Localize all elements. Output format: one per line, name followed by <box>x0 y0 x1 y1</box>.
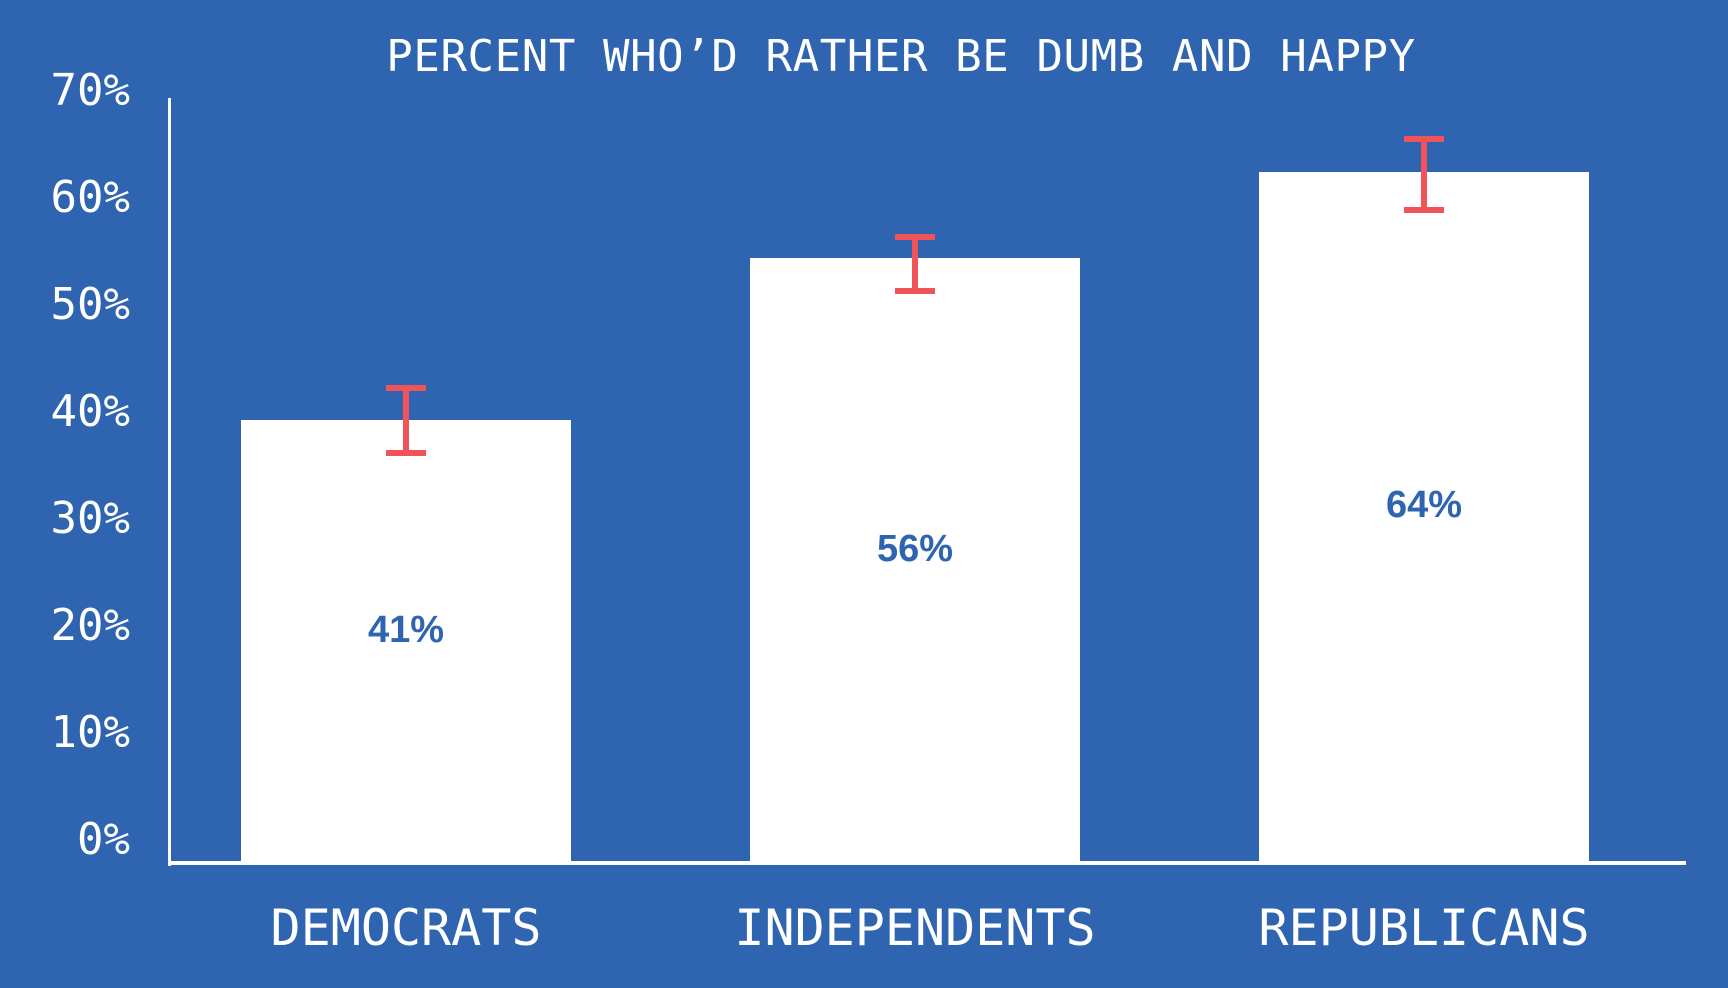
y-axis-line <box>168 98 171 866</box>
x-axis-line <box>168 861 1686 865</box>
y-tick-label: 40% <box>50 386 130 437</box>
error-bar <box>1421 139 1427 210</box>
x-category-label: DEMOCRATS <box>270 899 542 957</box>
y-tick-label: 70% <box>50 65 130 116</box>
x-category-label: REPUBLICANS <box>1258 899 1590 957</box>
error-bar-top-cap <box>895 233 935 240</box>
error-bar-bottom-cap <box>386 449 426 456</box>
y-tick-label: 60% <box>50 172 130 223</box>
y-tick-label: 50% <box>50 279 130 330</box>
y-tick-label: 0% <box>77 814 130 865</box>
y-tick-label: 20% <box>50 600 130 651</box>
bar-value-label: 64% <box>1385 484 1463 527</box>
bar-independents <box>750 258 1080 861</box>
bar-value-label: 41% <box>367 608 445 651</box>
bar-value-label: 56% <box>876 527 954 570</box>
y-tick-label: 10% <box>50 707 130 758</box>
error-bar-bottom-cap <box>1404 206 1444 213</box>
error-bar-bottom-cap <box>895 287 935 294</box>
bar-republicans <box>1259 171 1589 861</box>
error-bar <box>912 236 918 291</box>
y-tick-label: 30% <box>50 493 130 544</box>
error-bar-top-cap <box>386 384 426 391</box>
chart-title: PERCENT WHO’D RATHER BE DUMB AND HAPPY <box>386 31 1416 82</box>
error-bar-top-cap <box>1404 136 1444 143</box>
error-bar <box>403 387 409 453</box>
bar-democrats <box>241 420 571 861</box>
x-category-label: INDEPENDENTS <box>734 899 1096 957</box>
